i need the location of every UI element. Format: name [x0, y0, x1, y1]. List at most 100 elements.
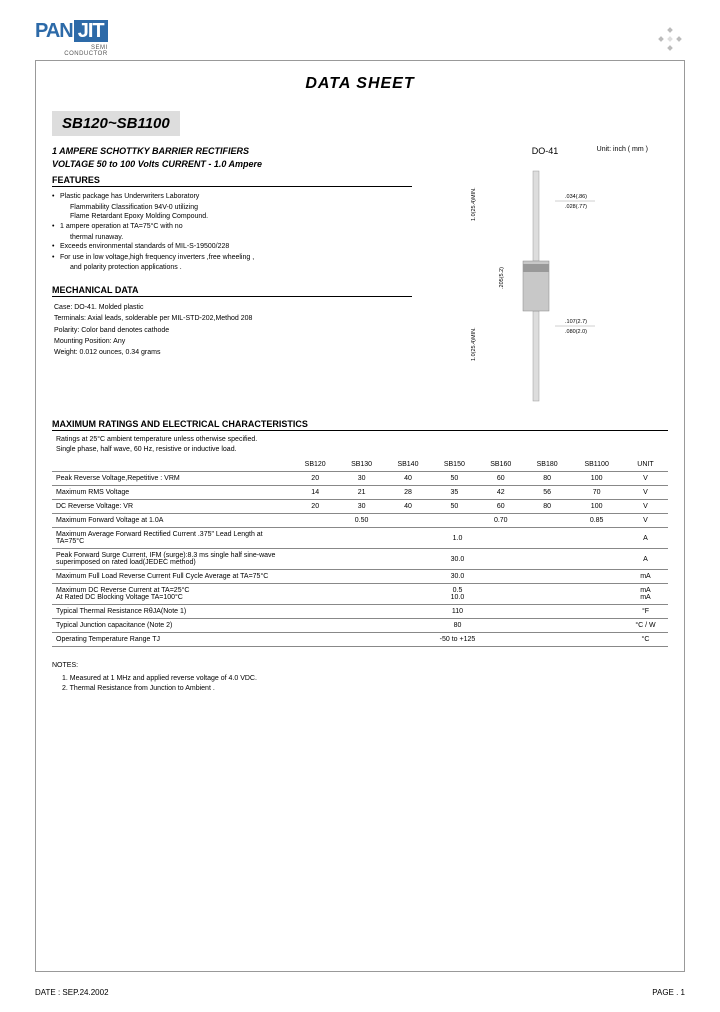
unit-cell: A	[623, 528, 668, 549]
ratings-table: SB120SB130SB140SB150SB160SB180SB1100UNIT…	[52, 458, 668, 647]
table-cell: 80	[524, 472, 570, 486]
logo-text-2: JIT	[74, 20, 108, 42]
feature-item: Plastic package has Underwriters Laborat…	[60, 192, 412, 203]
dim-d4: .080(2.0)	[565, 329, 587, 335]
feature-item: 1 ampere operation at TA=75°C with no	[60, 222, 412, 233]
table-col-header: SB130	[338, 458, 384, 472]
table-cell: 100	[570, 500, 623, 514]
table-col-header: SB120	[292, 458, 338, 472]
table-row: Maximum RMS Voltage14212835425670V	[52, 486, 668, 500]
mechanical-item: Terminals: Axial leads, solderable per M…	[52, 313, 412, 324]
table-cell: 0.5 10.0	[292, 584, 623, 605]
dim-d2: .028(.77)	[565, 204, 587, 210]
table-cell: 30	[338, 500, 384, 514]
mechanical-heading: MECHANICAL DATA	[52, 285, 412, 297]
table-cell: 1.0	[292, 528, 623, 549]
row-label: Typical Thermal Resistance RθJA(Note 1)	[52, 605, 292, 619]
feature-subtext: and polarity protection applications .	[60, 263, 412, 273]
table-cell: 50	[431, 472, 477, 486]
unit-cell: mA mA	[623, 584, 668, 605]
content-area: DATA SHEET SB120~SB1100 1 AMPERE SCHOTTK…	[52, 75, 668, 962]
table-cell: 110	[292, 605, 623, 619]
table-cell: 0.85	[570, 514, 623, 528]
note-item: 1. Measured at 1 MHz and applied reverse…	[52, 674, 668, 684]
decorative-dots-icon	[655, 28, 685, 58]
unit-cell: V	[623, 472, 668, 486]
feature-item: For use in low voltage,high frequency in…	[60, 253, 412, 264]
table-cell: -50 to +125	[292, 633, 623, 647]
feature-subtext: Flammability Classification 94V-0 utiliz…	[60, 203, 412, 223]
unit-cell: °C	[623, 633, 668, 647]
dim-lead: 1.0(25.4)MIN.	[471, 187, 477, 221]
table-row: Maximum DC Reverse Current at TA=25°C At…	[52, 584, 668, 605]
table-col-header: SB1100	[570, 458, 623, 472]
unit-cell: A	[623, 549, 668, 570]
table-cell: 30.0	[292, 549, 623, 570]
table-cell: 80	[524, 500, 570, 514]
mechanical-item: Polarity: Color band denotes cathode	[52, 325, 412, 336]
unit-label: Unit: inch ( mm )	[597, 146, 648, 153]
table-row: Peak Forward Surge Current, IFM (surge):…	[52, 549, 668, 570]
row-label: Maximum RMS Voltage	[52, 486, 292, 500]
table-cell: 0.70	[431, 514, 570, 528]
table-row: Maximum Forward Voltage at 1.0A0.500.700…	[52, 514, 668, 528]
row-label: Maximum Full Load Reverse Current Full C…	[52, 570, 292, 584]
row-label: Maximum DC Reverse Current at TA=25°C At…	[52, 584, 292, 605]
table-cell: 56	[524, 486, 570, 500]
company-logo: PANJIT	[35, 20, 108, 43]
table-cell: 30	[338, 472, 384, 486]
footer-page: PAGE . 1	[652, 988, 685, 997]
table-cell: 21	[338, 486, 384, 500]
page-header: PANJIT SEMICONDUCTOR	[0, 0, 720, 66]
row-label: Maximum Forward Voltage at 1.0A	[52, 514, 292, 528]
note-item: 2. Thermal Resistance from Junction to A…	[52, 684, 668, 694]
unit-cell: V	[623, 486, 668, 500]
table-cell: 100	[570, 472, 623, 486]
document-title: DATA SHEET	[52, 75, 668, 93]
notes-title: NOTES:	[52, 662, 668, 669]
notes-section: NOTES: 1. Measured at 1 MHz and applied …	[52, 662, 668, 694]
row-label: DC Reverse Voltage: VR	[52, 500, 292, 514]
unit-cell: °F	[623, 605, 668, 619]
mechanical-item: Mounting Position: Any	[52, 336, 412, 347]
feature-subtext: thermal runaway.	[60, 233, 412, 243]
table-cell: 20	[292, 472, 338, 486]
table-row: Maximum Full Load Reverse Current Full C…	[52, 570, 668, 584]
dim-body: .205(5.2)	[499, 267, 505, 289]
features-list: Plastic package has Underwriters Laborat…	[52, 192, 412, 273]
mechanical-item: Weight: 0.012 ounces, 0.34 grams	[52, 347, 412, 358]
footer-date: DATE : SEP.24.2002	[35, 988, 109, 997]
mechanical-item: Case: DO-41. Molded plastic	[52, 302, 412, 313]
table-cell: 50	[431, 500, 477, 514]
table-cell: 70	[570, 486, 623, 500]
table-col-header: UNIT	[623, 458, 668, 472]
row-label: Typical Junction capacitance (Note 2)	[52, 619, 292, 633]
unit-cell: °C / W	[623, 619, 668, 633]
table-cell: 30.0	[292, 570, 623, 584]
table-cell: 60	[478, 500, 524, 514]
table-row: DC Reverse Voltage: VR203040506080100V	[52, 500, 668, 514]
subtitle: 1 AMPERE SCHOTTKY BARRIER RECTIFIERS	[52, 146, 412, 156]
ratings-note-1: Ratings at 25°C ambient temperature unle…	[56, 436, 668, 443]
table-row: Peak Reverse Voltage,Repetitive : VRM203…	[52, 472, 668, 486]
maxratings-heading: MAXIMUM RATINGS AND ELECTRICAL CHARACTER…	[52, 419, 668, 431]
dim-d3: .107(2.7)	[565, 319, 587, 325]
table-row: Operating Temperature Range TJ-50 to +12…	[52, 633, 668, 647]
page-footer: DATE : SEP.24.2002 PAGE . 1	[35, 988, 685, 997]
dim-lead2: 1.0(25.4)MIN.	[471, 327, 477, 361]
logo-subtitle: SEMICONDUCTOR	[35, 45, 108, 57]
row-label: Peak Reverse Voltage,Repetitive : VRM	[52, 472, 292, 486]
param-line: VOLTAGE 50 to 100 Volts CURRENT - 1.0 Am…	[52, 159, 412, 169]
logo-text-1: PAN	[35, 20, 73, 42]
table-row: Maximum Average Forward Rectified Curren…	[52, 528, 668, 549]
table-cell: 28	[385, 486, 431, 500]
package-diagram: .034(.86) .028(.77) .107(2.7) .080(2.0) …	[455, 161, 635, 411]
row-label: Peak Forward Surge Current, IFM (surge):…	[52, 549, 292, 570]
feature-item: Exceeds environmental standards of MIL-S…	[60, 242, 412, 253]
table-col-header: SB150	[431, 458, 477, 472]
table-cell: 14	[292, 486, 338, 500]
table-cell: 42	[478, 486, 524, 500]
ratings-note-2: Single phase, half wave, 60 Hz, resistiv…	[56, 446, 668, 453]
dim-d1: .034(.86)	[565, 194, 587, 200]
mechanical-list: Case: DO-41. Molded plasticTerminals: Ax…	[52, 302, 412, 358]
